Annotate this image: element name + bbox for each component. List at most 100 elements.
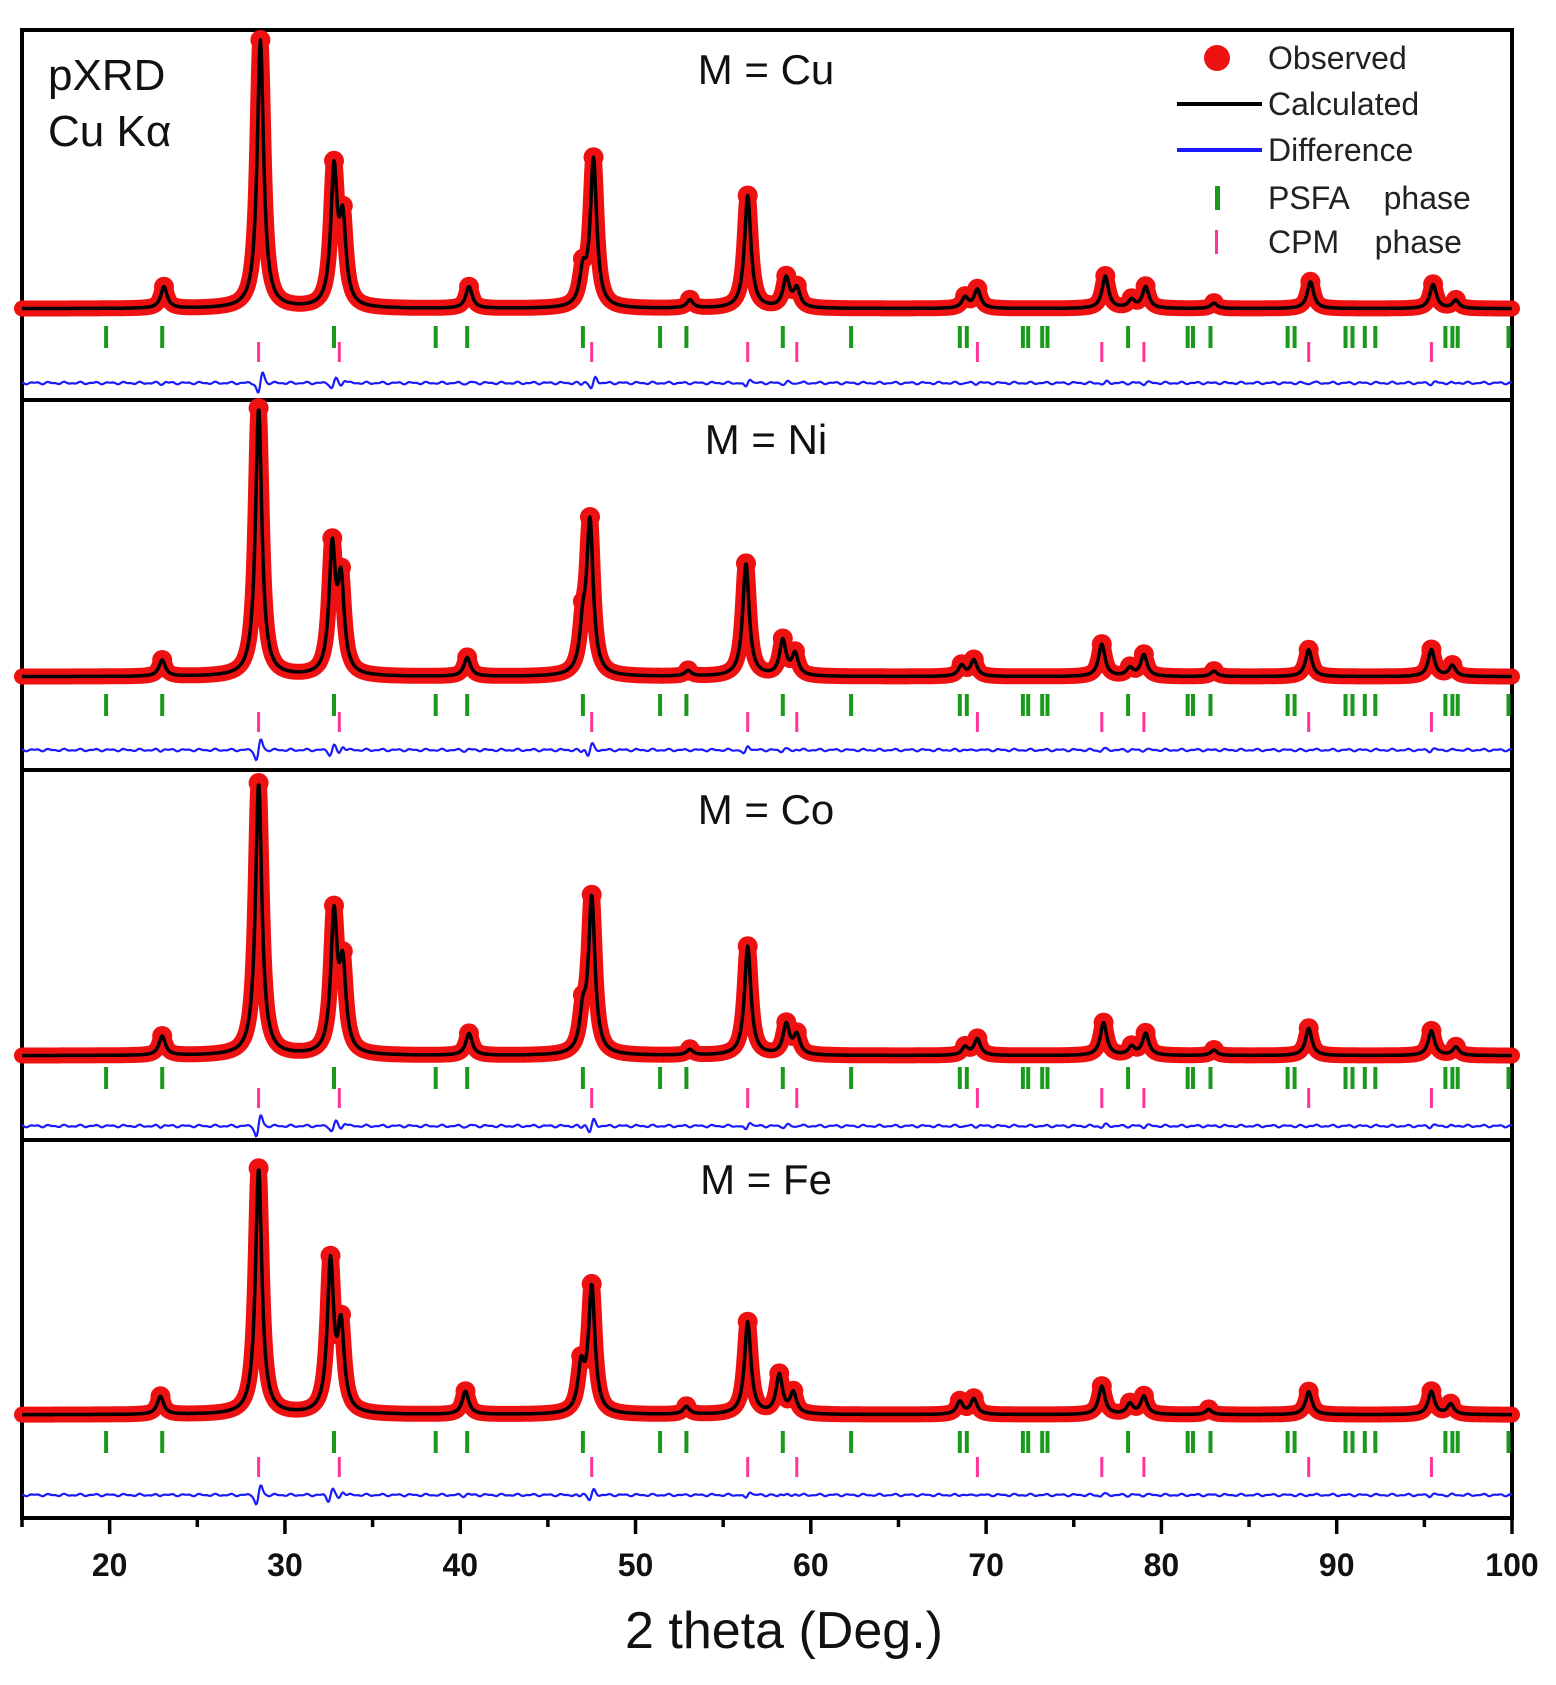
psfa-tick-13 xyxy=(1020,694,1025,716)
cpm-tick-1 xyxy=(257,1457,261,1477)
cpm-tick-8 xyxy=(1142,342,1146,362)
psfa-tick-7 xyxy=(658,326,663,348)
cpm-tick-4 xyxy=(746,1457,750,1477)
psfa-tick-18 xyxy=(1185,1067,1190,1089)
psfa-tick-22 xyxy=(1292,694,1297,716)
cpm-tick-8 xyxy=(1142,1088,1146,1108)
legend: Observed Calculated Difference PSFA phase CP… xyxy=(1177,40,1471,260)
psfa-tick-17 xyxy=(1126,326,1131,348)
psfa-tick-20 xyxy=(1208,326,1213,348)
cpm-tick-7 xyxy=(1100,1457,1104,1477)
psfa-ticks xyxy=(104,1431,1511,1453)
psfa-tick-10 xyxy=(849,694,854,716)
psfa-tick-25 xyxy=(1362,1431,1367,1453)
psfa-tick-18 xyxy=(1185,694,1190,716)
psfa-ticks xyxy=(104,1067,1511,1089)
psfa-tick-2 xyxy=(160,1067,165,1089)
psfa-tick-2 xyxy=(160,694,165,716)
cpm-tick-8 xyxy=(1142,1457,1146,1477)
x-tick-label: 30 xyxy=(267,1547,303,1583)
panel-label: M = Fe xyxy=(700,1156,832,1203)
panel-label: M = Co xyxy=(698,786,835,833)
cpm-tick-10 xyxy=(1429,712,1433,732)
x-axis: 20 30 40 50 60 70 80 90 100 xyxy=(20,1518,1539,1583)
psfa-tick-16 xyxy=(1045,1431,1050,1453)
panel-frame xyxy=(20,1138,1514,1520)
psfa-tick-17 xyxy=(1126,1067,1131,1089)
psfa-tick-8 xyxy=(684,1431,689,1453)
psfa-tick-28 xyxy=(1450,694,1455,716)
psfa-tick-23 xyxy=(1343,1067,1348,1089)
observed-point-2 xyxy=(248,1158,269,1179)
x-tick-label: 40 xyxy=(442,1547,478,1583)
observed-point-2 xyxy=(248,773,269,793)
psfa-tick-3 xyxy=(332,1067,336,1089)
panel-4: M = Fe xyxy=(14,1138,1520,1520)
psfa-tick-4 xyxy=(433,1067,438,1089)
panel-label: M = Cu xyxy=(698,46,835,93)
legend-tick-psfa xyxy=(1215,186,1220,210)
psfa-tick-21 xyxy=(1285,1431,1290,1453)
cpm-tick-3 xyxy=(590,1457,594,1477)
psfa-tick-14 xyxy=(1026,1431,1031,1453)
psfa-tick-15 xyxy=(1040,326,1045,348)
psfa-tick-8 xyxy=(684,326,689,348)
psfa-tick-6 xyxy=(580,1067,585,1089)
psfa-tick-13 xyxy=(1020,326,1025,348)
cpm-tick-2 xyxy=(337,342,341,362)
psfa-tick-27 xyxy=(1443,1431,1448,1453)
psfa-tick-2 xyxy=(160,326,165,348)
psfa-tick-25 xyxy=(1362,694,1367,716)
psfa-tick-1 xyxy=(104,694,109,716)
psfa-tick-4 xyxy=(433,694,438,716)
psfa-tick-10 xyxy=(849,326,854,348)
legend-label: CPM phase xyxy=(1268,224,1462,260)
cpm-tick-2 xyxy=(337,1088,341,1108)
psfa-tick-19 xyxy=(1191,326,1195,348)
psfa-tick-17 xyxy=(1126,1431,1131,1453)
psfa-ticks xyxy=(104,326,1511,348)
cpm-tick-4 xyxy=(746,712,750,732)
psfa-tick-23 xyxy=(1343,694,1348,716)
cpm-tick-10 xyxy=(1429,342,1433,362)
psfa-tick-4 xyxy=(433,1431,438,1453)
psfa-tick-3 xyxy=(332,694,336,716)
cpm-tick-7 xyxy=(1100,342,1104,362)
psfa-tick-29 xyxy=(1455,1431,1460,1453)
psfa-tick-10 xyxy=(849,1431,854,1453)
cpm-tick-1 xyxy=(257,342,261,362)
cpm-tick-1 xyxy=(257,1088,261,1108)
cpm-tick-3 xyxy=(590,712,594,732)
psfa-tick-23 xyxy=(1343,1431,1348,1453)
psfa-tick-30 xyxy=(1506,326,1511,348)
psfa-tick-14 xyxy=(1026,694,1031,716)
series-calculated xyxy=(20,1168,1514,1417)
psfa-tick-14 xyxy=(1026,1067,1031,1089)
psfa-tick-30 xyxy=(1506,1067,1511,1089)
cpm-ticks xyxy=(257,712,1433,732)
cpm-tick-10 xyxy=(1429,1088,1433,1108)
psfa-tick-15 xyxy=(1040,694,1045,716)
annotation-technique: pXRD xyxy=(48,51,165,100)
psfa-tick-11 xyxy=(957,1431,962,1453)
psfa-tick-2 xyxy=(160,1431,165,1453)
psfa-tick-15 xyxy=(1040,1431,1045,1453)
legend-entry-cpm: CPM phase xyxy=(1215,224,1462,260)
cpm-tick-2 xyxy=(337,712,341,732)
panels-group: M = Cu M = Ni M = Co M = Fe xyxy=(14,28,1520,1520)
psfa-tick-28 xyxy=(1450,1067,1455,1089)
psfa-tick-26 xyxy=(1373,1431,1378,1453)
cpm-tick-7 xyxy=(1100,712,1104,732)
psfa-tick-21 xyxy=(1285,694,1290,716)
cpm-tick-9 xyxy=(1307,1457,1311,1477)
psfa-tick-4 xyxy=(433,326,438,348)
cpm-tick-6 xyxy=(975,1457,979,1477)
psfa-tick-11 xyxy=(957,326,962,348)
psfa-tick-18 xyxy=(1185,1431,1190,1453)
psfa-tick-7 xyxy=(658,1067,663,1089)
psfa-tick-9 xyxy=(780,326,785,348)
x-tick-label: 70 xyxy=(968,1547,1004,1583)
cpm-tick-4 xyxy=(746,1088,750,1108)
psfa-tick-6 xyxy=(580,326,585,348)
psfa-tick-7 xyxy=(658,694,663,716)
